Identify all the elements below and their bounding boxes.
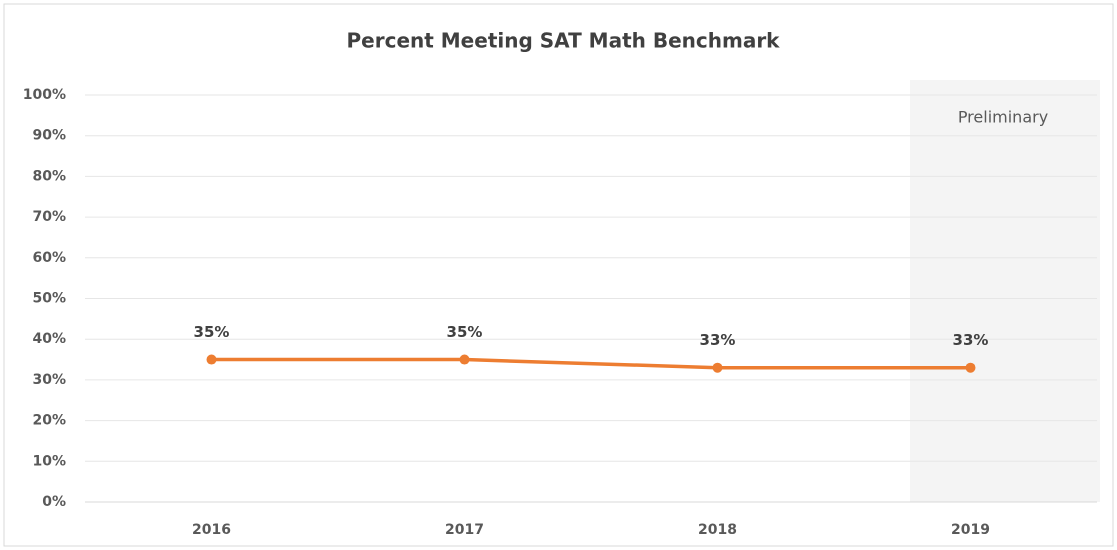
x-tick-label: 2019: [951, 522, 990, 538]
x-tick-label: 2016: [192, 522, 231, 538]
data-label: 35%: [447, 323, 483, 341]
annotation: Preliminary: [958, 108, 1048, 127]
x-tick-label: 2018: [698, 522, 737, 538]
data-label: 33%: [953, 331, 989, 349]
y-tick-label: 10%: [32, 453, 66, 469]
y-tick-label: 50%: [32, 291, 66, 307]
y-tick-label: 0%: [42, 494, 66, 510]
y-tick-label: 40%: [32, 331, 66, 347]
y-tick-label: 70%: [32, 209, 66, 225]
line: [211, 357, 971, 370]
y-tick-label: 100%: [23, 87, 66, 103]
y-tick-label: 20%: [32, 413, 66, 429]
point: [712, 362, 723, 373]
point: [965, 362, 976, 373]
point: [206, 354, 217, 365]
y-tick-label: 60%: [32, 250, 66, 266]
preliminary-shade: [910, 80, 1100, 502]
chart-title: Percent Meeting SAT Math Benchmark: [347, 29, 781, 53]
x-tick-label: 2017: [445, 522, 484, 538]
y-tick-label: 80%: [32, 168, 66, 184]
y-tick-label: 30%: [32, 372, 66, 388]
data-label: 33%: [700, 331, 736, 349]
point: [459, 354, 470, 365]
data-label: 35%: [194, 323, 230, 341]
y-tick-label: 90%: [32, 128, 66, 144]
